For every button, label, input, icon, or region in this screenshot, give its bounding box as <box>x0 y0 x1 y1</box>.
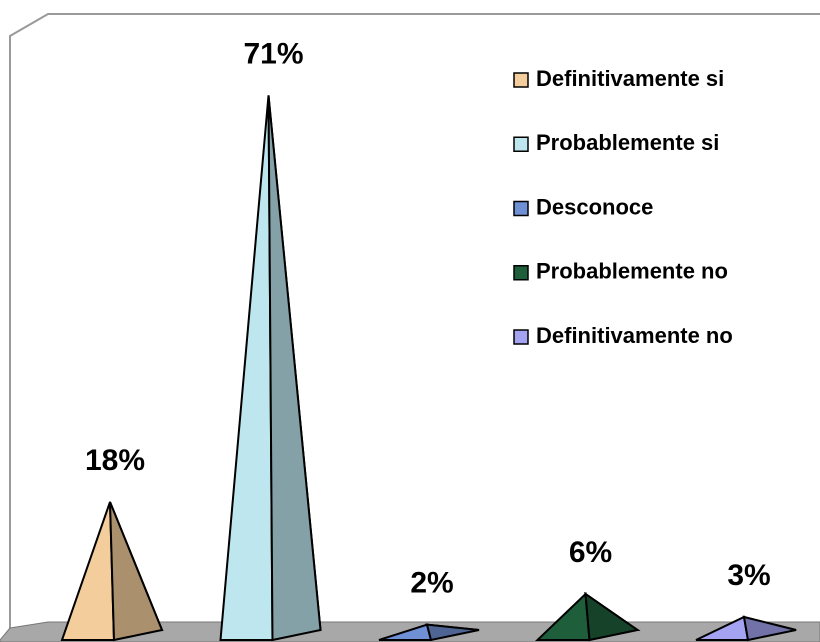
pyramid <box>378 623 480 642</box>
pyramid-side-face <box>742 615 797 642</box>
pyramid <box>535 591 641 642</box>
legend-swatch <box>513 265 529 281</box>
pyramid-front-face <box>535 591 591 641</box>
legend-swatch <box>513 72 529 88</box>
pyramid-side-face <box>425 623 480 642</box>
chart-wall <box>9 13 820 628</box>
legend-swatch <box>513 329 529 345</box>
value-label: 71% <box>243 37 303 70</box>
pyramid-side-face <box>584 591 640 642</box>
legend-label: Probablemente si <box>536 130 719 155</box>
pyramid-side-face <box>109 501 164 642</box>
pyramid <box>60 501 164 642</box>
legend-label: Desconoce <box>536 194 653 219</box>
pyramid-front-face <box>60 501 116 641</box>
legend-label: Definitivamente si <box>536 66 724 91</box>
pyramid-side-face <box>267 95 322 642</box>
value-label: 2% <box>410 567 453 600</box>
value-label: 18% <box>85 444 145 477</box>
pyramid-front-face <box>219 95 274 641</box>
pyramid <box>219 95 322 642</box>
value-label: 6% <box>569 536 612 569</box>
legend-label: Probablemente no <box>536 259 728 284</box>
legend-swatch <box>513 136 529 152</box>
legend-label: Definitivamente no <box>536 323 733 348</box>
legend-swatch <box>513 200 529 217</box>
pyramid <box>695 615 797 642</box>
value-label: 3% <box>727 559 770 592</box>
